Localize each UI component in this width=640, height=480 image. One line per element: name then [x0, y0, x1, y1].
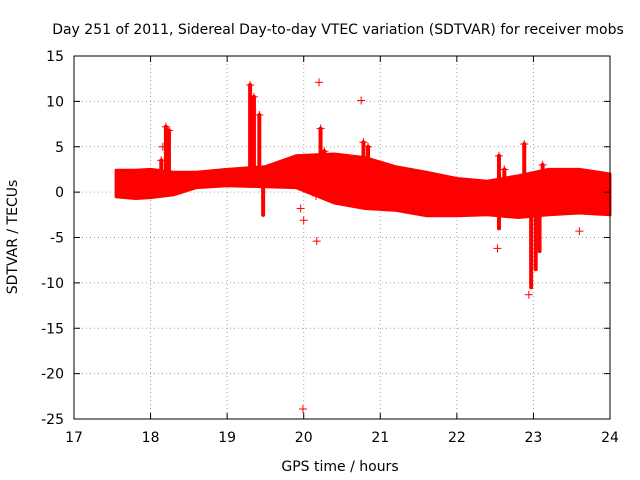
- spike-tip-marker: [538, 160, 547, 169]
- x-tick-label: 21: [371, 430, 389, 446]
- chart-title: Day 251 of 2011, Sidereal Day-to-day VTE…: [52, 22, 624, 38]
- y-tick-label: 10: [46, 94, 64, 110]
- outlier-point: [158, 142, 167, 151]
- outlier-point: [357, 96, 366, 105]
- y-tick-label: 0: [55, 185, 64, 201]
- spike-tip-marker: [494, 151, 503, 160]
- spike-tip-marker: [520, 140, 529, 149]
- outlier-point: [298, 405, 307, 414]
- x-tick-label: 24: [601, 430, 619, 446]
- grid-lines: [74, 56, 610, 419]
- spike-tip-marker: [494, 197, 503, 206]
- spike-tip-marker: [259, 183, 268, 192]
- y-axis-label: SDTVAR / TECUs: [5, 180, 21, 295]
- x-axis-label: GPS time / hours: [281, 459, 398, 475]
- x-tick-label: 20: [295, 430, 313, 446]
- spike-tip-marker: [246, 81, 255, 90]
- y-tick-label: -15: [41, 321, 64, 337]
- outlier-point: [524, 290, 533, 299]
- outlier-point: [296, 204, 305, 213]
- y-tick-label: -25: [41, 412, 64, 428]
- outlier-point: [311, 191, 320, 200]
- spike-tip-marker: [359, 138, 368, 147]
- outlier-points-layer: [158, 78, 584, 414]
- outlier-point: [575, 227, 584, 236]
- y-tick-label: -20: [41, 367, 64, 383]
- outlier-point: [299, 216, 308, 225]
- spike-tip-marker: [364, 142, 373, 151]
- tick-labels: 17 18 19 20 21 22 23 24 15 10 5 0 -5 -10 -15 -20 -25: [41, 49, 619, 446]
- outlier-point: [315, 78, 324, 87]
- spike-tip-marker: [164, 126, 173, 135]
- outlier-point: [312, 237, 321, 246]
- x-tick-label: 18: [142, 430, 160, 446]
- axis-ticks: [73, 55, 611, 420]
- y-tick-label: -10: [41, 276, 64, 292]
- data-spikes-layer: [157, 81, 547, 290]
- x-tick-label: 17: [65, 430, 83, 446]
- spike-tip-marker: [249, 92, 258, 101]
- x-tick-label: 22: [448, 430, 466, 446]
- y-tick-label: -5: [50, 231, 64, 247]
- spike-tip-marker: [255, 110, 264, 119]
- x-tick-label: 23: [525, 430, 543, 446]
- spike-tip-marker: [535, 206, 544, 215]
- spike-tip-marker: [320, 147, 329, 156]
- spike-tip-marker: [500, 165, 509, 174]
- spike-tip-marker: [316, 124, 325, 133]
- y-tick-label: 5: [55, 140, 64, 156]
- outlier-point: [493, 244, 502, 253]
- x-tick-label: 19: [218, 430, 236, 446]
- y-tick-label: 15: [46, 49, 64, 65]
